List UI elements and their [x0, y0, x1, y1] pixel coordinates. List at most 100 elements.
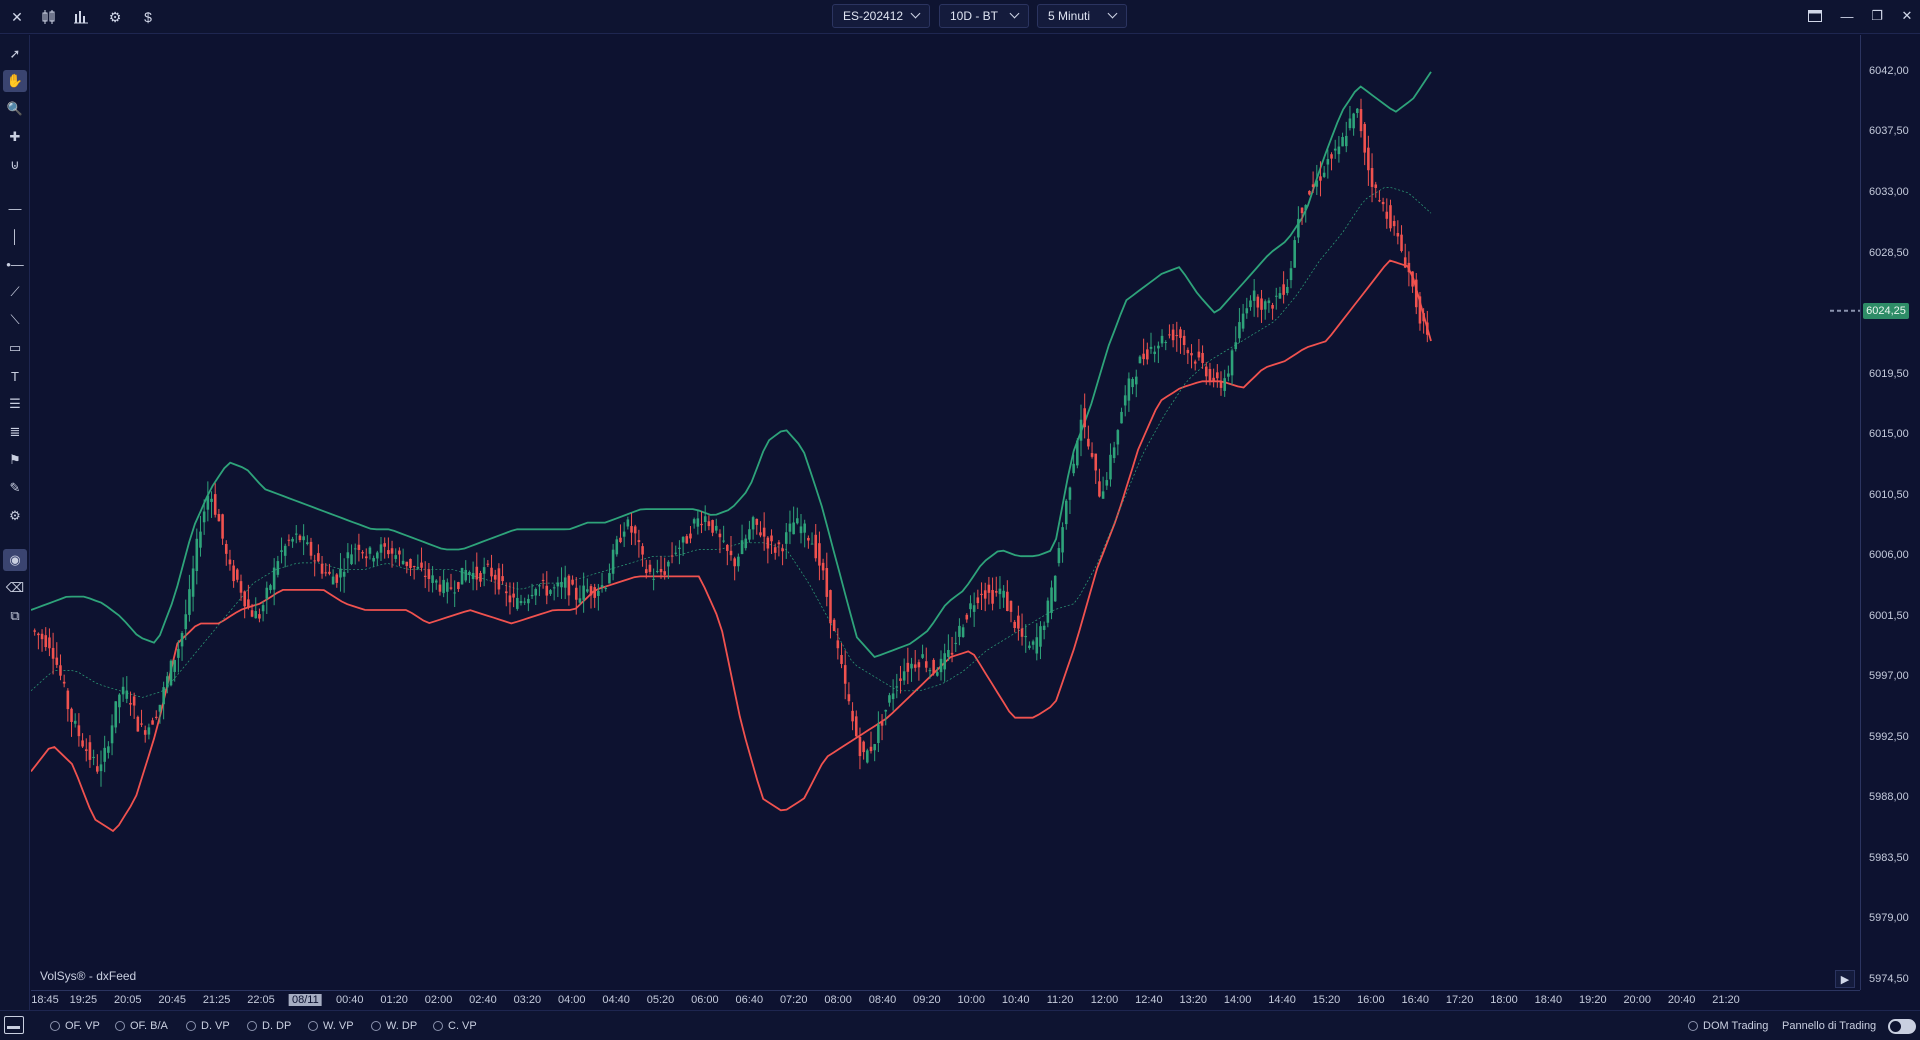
candle — [99, 750, 103, 787]
candle — [136, 715, 140, 732]
magnet-icon[interactable]: ⊍ — [10, 157, 20, 172]
note-icon[interactable]: ✎ — [9, 480, 21, 495]
symbol-dropdown[interactable]: ES-202412 — [832, 4, 930, 28]
zoom-icon[interactable]: 🔍 — [6, 101, 24, 116]
candle — [829, 589, 832, 639]
time-axis[interactable]: 18:45 19:25 20:05 20:45 21:25 22:05 08/11 00:40… — [31, 990, 1860, 1010]
candle — [1344, 121, 1348, 153]
candle — [626, 516, 630, 530]
candle — [910, 657, 913, 682]
dom-trading-toggle[interactable]: DOM Trading — [1688, 1020, 1768, 1032]
candles-compare-icon[interactable] — [38, 6, 60, 28]
candle — [283, 543, 287, 568]
price-tick-label: 5992,50 — [1869, 730, 1909, 743]
gear-icon[interactable]: ⚙ — [108, 8, 122, 25]
restore-icon[interactable]: ❐ — [1871, 8, 1883, 23]
candle — [932, 658, 935, 676]
time-tick-label: 01:20 — [380, 994, 408, 1006]
rectangle-icon[interactable]: ▭ — [8, 340, 22, 355]
candle — [217, 508, 221, 522]
candle — [423, 561, 427, 589]
candle — [317, 544, 320, 563]
fib-icon[interactable]: ⟍ — [10, 312, 20, 327]
crosshair-icon[interactable]: ✚ — [9, 129, 21, 144]
candle — [409, 558, 412, 577]
trading-panel-toggle[interactable] — [1888, 1019, 1916, 1034]
candle — [737, 553, 740, 572]
radio-icon — [115, 1021, 125, 1031]
range-dropdown[interactable]: 10D - BT — [939, 4, 1029, 28]
candle — [173, 659, 176, 682]
chart-svg[interactable] — [30, 35, 1860, 990]
price-axis[interactable]: 6042,00 6037,50 6033,00 6028,50 6019,50 6015,… — [1860, 35, 1920, 990]
indicator-toggle[interactable]: W. DP — [371, 1020, 417, 1032]
candle — [965, 613, 969, 623]
indicator-toggle[interactable]: C. VP — [433, 1020, 477, 1032]
bar-chart-icon[interactable] — [70, 6, 92, 28]
candle — [578, 585, 582, 605]
candle — [877, 711, 880, 753]
candle — [232, 559, 235, 588]
layout-icon[interactable] — [1802, 4, 1828, 28]
candle — [1031, 639, 1035, 650]
list-lines-icon[interactable]: ☰ — [9, 396, 21, 411]
candle — [1374, 181, 1378, 198]
candle — [685, 534, 689, 544]
layer-icon[interactable]: ⧉ — [10, 608, 20, 623]
candle — [118, 693, 121, 724]
candle — [1061, 522, 1064, 563]
window-close-icon[interactable]: ✕ — [1901, 8, 1913, 23]
candle — [538, 583, 541, 597]
price-chart[interactable] — [30, 35, 1860, 990]
indicator-toggle[interactable]: W. VP — [308, 1020, 354, 1032]
candle — [199, 515, 202, 557]
horizontal-line-icon[interactable]: — — [8, 200, 22, 216]
candle — [593, 583, 596, 608]
candle — [924, 647, 928, 673]
radio-icon — [371, 1021, 381, 1031]
cursor-icon[interactable]: ➚ — [9, 46, 21, 61]
lower-band-line — [30, 259, 1432, 833]
panel-icon[interactable] — [4, 1016, 24, 1034]
settings-tool-icon[interactable]: ⚙ — [9, 508, 21, 523]
price-tick-label: 6019,50 — [1869, 367, 1909, 380]
radio-icon — [247, 1021, 257, 1031]
eye-icon[interactable]: ◉ — [3, 549, 27, 571]
candle — [1278, 286, 1282, 299]
eraser-icon[interactable]: ⌫ — [5, 580, 25, 595]
candle — [1352, 112, 1355, 136]
minimize-icon[interactable]: — — [1840, 8, 1854, 24]
candle — [807, 535, 810, 549]
candle — [549, 589, 552, 596]
candle — [221, 513, 224, 545]
candle — [88, 735, 92, 768]
candle — [560, 567, 563, 599]
candle — [37, 632, 40, 650]
candle — [644, 559, 648, 579]
close-icon[interactable]: ✕ — [11, 8, 23, 25]
candle — [1426, 310, 1429, 343]
candle — [309, 537, 313, 560]
vertical-line-icon[interactable]: │ — [10, 228, 20, 244]
indicator-toggle[interactable]: OF. VP — [50, 1020, 100, 1032]
time-tick-label: 08:40 — [868, 994, 897, 1006]
indicator-toggle[interactable]: OF. B/A — [115, 1020, 168, 1032]
trend-line-icon[interactable]: ⟋ — [10, 284, 20, 299]
candle — [254, 597, 258, 619]
candle — [1064, 498, 1068, 530]
hand-icon[interactable]: ✋ — [3, 70, 27, 92]
text-icon[interactable]: T — [11, 368, 19, 384]
scroll-right-button[interactable]: ▶ — [1835, 970, 1855, 988]
candle — [722, 525, 725, 544]
indicator-toggle[interactable]: D. VP — [186, 1020, 230, 1032]
ray-icon[interactable]: •— — [6, 256, 24, 272]
candle — [449, 573, 453, 591]
candle — [718, 529, 722, 554]
list-lines-alt-icon[interactable]: ≣ — [9, 424, 21, 439]
indicator-toggle[interactable]: D. DP — [247, 1020, 291, 1032]
candle — [1326, 149, 1330, 179]
flag-icon[interactable]: ⚑ — [9, 452, 21, 467]
timeframe-dropdown[interactable]: 5 Minuti — [1037, 4, 1127, 28]
candle — [847, 682, 851, 705]
dollar-icon[interactable]: $ — [144, 9, 152, 25]
